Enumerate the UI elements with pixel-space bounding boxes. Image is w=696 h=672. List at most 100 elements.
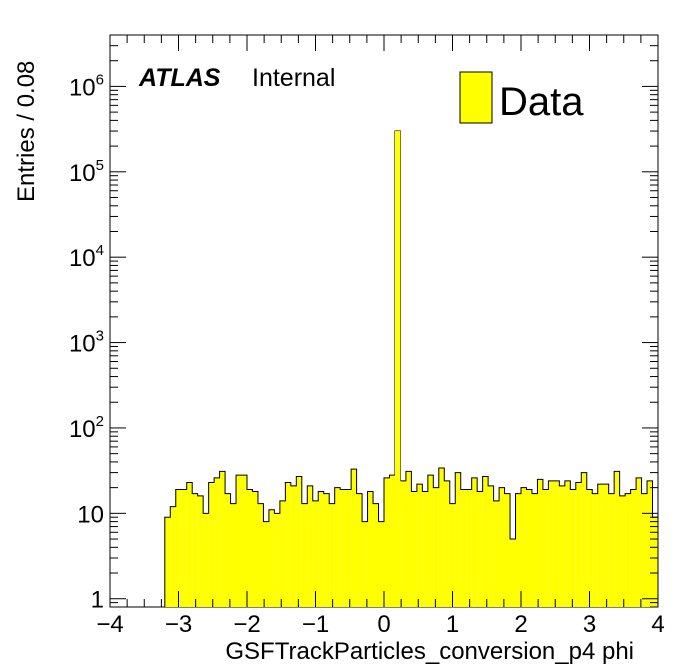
legend: Data (459, 71, 584, 124)
histogram-bin (389, 475, 395, 607)
histogram-bin (214, 477, 220, 607)
histogram-bin (318, 491, 324, 607)
histogram-bin (608, 493, 615, 607)
histogram-bin (323, 493, 330, 607)
histogram-bin (542, 489, 549, 607)
histogram-bin (510, 539, 516, 607)
histogram-bin (378, 521, 384, 607)
histogram-bin (603, 484, 609, 607)
histogram-bin (307, 485, 313, 607)
histogram-bin (586, 489, 593, 607)
histogram-bin (384, 477, 390, 607)
histogram-bin (570, 489, 576, 607)
histogram-bin (460, 489, 467, 607)
histogram-bin (192, 493, 198, 607)
x-tick-label: 1 (446, 611, 459, 638)
x-tick-label: −4 (96, 611, 123, 638)
histogram-bin (493, 500, 500, 607)
histogram-bin (170, 506, 176, 607)
histogram-bin (504, 493, 511, 607)
histogram-bin (247, 489, 253, 607)
histogram-bin (257, 503, 264, 607)
histogram-bin (351, 469, 357, 607)
x-axis-label: GSFTrackParticles_conversion_p4 phi (225, 638, 634, 665)
histogram-bin (236, 475, 242, 607)
histogram-bin (416, 484, 423, 607)
histogram-bin (301, 503, 308, 607)
histogram-bin (444, 480, 450, 607)
histogram-bin (575, 482, 582, 607)
histogram-bin (285, 482, 291, 607)
histogram-bin (290, 485, 297, 607)
histogram-bin (268, 509, 275, 607)
histogram-bin (394, 131, 401, 607)
histogram-bin (597, 484, 604, 607)
histogram-bin (636, 477, 642, 607)
x-tick-label: 3 (583, 611, 596, 638)
histogram-bin (186, 482, 193, 607)
histogram-bin (559, 485, 565, 607)
y-tick-label: 102 (69, 413, 104, 443)
histogram-bin (230, 503, 237, 607)
histogram-bin (252, 491, 258, 607)
histogram-bin (647, 480, 653, 607)
histogram-bin (340, 489, 346, 607)
histogram-bin (225, 493, 231, 607)
histogram-bin (274, 513, 280, 607)
legend-label: Data (499, 80, 584, 124)
histogram-bin (548, 480, 554, 607)
histogram-bin (652, 517, 658, 607)
histogram-bin (564, 480, 571, 607)
histogram-bin (433, 487, 439, 607)
histogram-bin (279, 500, 286, 607)
spike-bin (394, 131, 401, 607)
histogram-bin (164, 517, 171, 607)
histogram-bin (488, 485, 494, 607)
histogram-bars (164, 467, 658, 607)
y-tick-label: 104 (69, 242, 104, 272)
histogram-bin (219, 471, 226, 607)
histogram-bin (614, 471, 620, 607)
histogram-bin (526, 489, 532, 607)
histogram-bin (400, 480, 406, 607)
histogram-bin (515, 493, 521, 607)
histogram-bin (296, 476, 302, 607)
histogram-bin (329, 503, 335, 607)
y-axis-ticks: 1 10 102 103 104 105 106 (69, 34, 658, 614)
histogram-bin (482, 476, 489, 607)
histogram-bin (630, 489, 637, 607)
histogram-bin (477, 491, 483, 607)
x-axis-ticks: −4 −3 −2 −1 0 1 2 3 4 (96, 35, 665, 638)
histogram-bin (197, 495, 204, 607)
atlas-label: ATLAS (138, 64, 221, 92)
histogram-bin (175, 489, 182, 607)
histogram-bin (641, 493, 648, 607)
histogram-bin (537, 479, 543, 607)
histogram-bin (466, 489, 472, 607)
histogram-bin (427, 475, 434, 607)
histogram-bin (356, 493, 363, 607)
internal-label: Internal (252, 64, 335, 92)
histogram-bin (334, 487, 341, 607)
histogram-bin (531, 493, 538, 607)
histogram-bin (422, 491, 428, 607)
histogram-outline (164, 130, 659, 607)
histogram-bin (345, 489, 352, 607)
histogram-bin (581, 472, 587, 607)
x-tick-label: 4 (651, 611, 664, 638)
histogram-bin (619, 495, 626, 607)
y-tick-label: 106 (69, 71, 104, 101)
histogram-bin (499, 487, 505, 607)
histogram-bin (455, 472, 461, 607)
histogram-bin (625, 493, 631, 607)
x-tick-label: −3 (165, 611, 192, 638)
histogram-bin (241, 475, 247, 607)
x-tick-label: −2 (233, 611, 260, 638)
x-tick-label: 2 (514, 611, 527, 638)
legend-swatch (459, 71, 493, 124)
histogram-bin (471, 477, 478, 607)
x-tick-label: 0 (377, 611, 390, 638)
y-tick-label: 10 (77, 501, 104, 528)
histogram-bin (263, 521, 269, 607)
